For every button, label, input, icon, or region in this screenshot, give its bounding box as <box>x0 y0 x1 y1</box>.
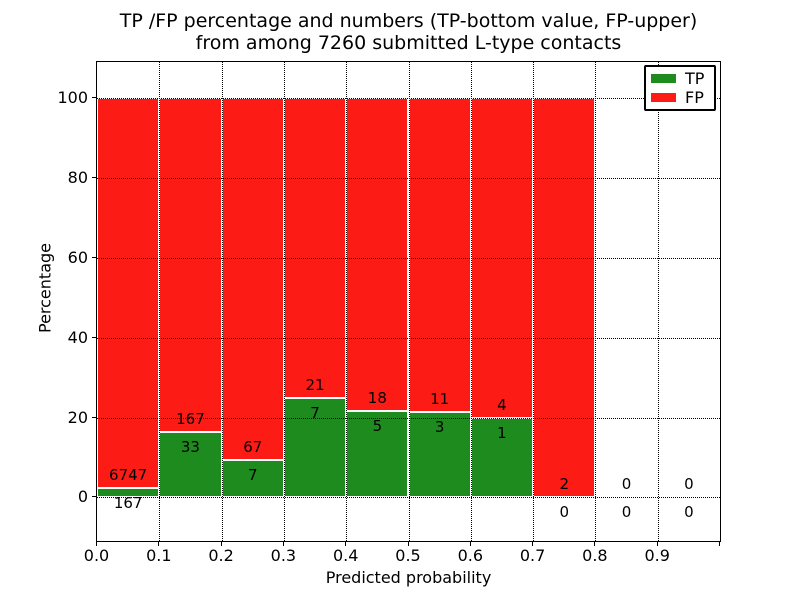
legend-entry-tp: TP <box>651 68 709 88</box>
tp-count-label-9: 0 <box>684 503 694 522</box>
tp-count-label-7: 0 <box>559 503 570 522</box>
bar-segment-fp-1 <box>159 98 222 432</box>
tp-count-label-4: 5 <box>372 416 383 435</box>
y-tick-label-100: 100 <box>57 88 88 108</box>
tp-count-label-3: 7 <box>310 403 320 422</box>
fp-count-label-9: 0 <box>684 475 694 494</box>
x-tick-label-0.7: 0.7 <box>519 546 546 565</box>
x-tick-label-0.5: 0.5 <box>395 546 421 565</box>
y-tick-mark-80 <box>92 177 96 179</box>
y-tick-label-80: 80 <box>67 168 88 188</box>
plot-area: 6747 167 167 33 67 7 21 7 18 5 11 3 4 1 2 0 0 0 0 0 <box>96 61 721 542</box>
tp-count-label-8: 0 <box>621 503 632 522</box>
fp-count-label-0: 6747 <box>109 465 148 484</box>
x-tick-mark-0.6 <box>469 542 471 546</box>
x-tick-label-0.4: 0.4 <box>332 546 359 565</box>
x-tick-mark-0.4 <box>345 542 347 546</box>
gridline-vertical-0.8 <box>595 62 597 541</box>
x-tick-mark-0.5 <box>407 542 409 546</box>
bar-segment-fp-7 <box>533 98 596 498</box>
fp-color-swatch <box>651 93 676 102</box>
fp-count-label-2: 67 <box>243 437 263 456</box>
x-tick-label-0.3: 0.3 <box>270 546 297 565</box>
gridline-vertical-0.9 <box>657 62 659 541</box>
fp-count-label-6: 4 <box>497 395 507 414</box>
tp-count-label-2: 7 <box>247 465 258 484</box>
gridline-vertical-0.3 <box>283 62 285 541</box>
bar-segment-fp-6 <box>470 98 534 418</box>
x-tick-label-0.0: 0.0 <box>83 546 110 565</box>
x-tick-label-0.8: 0.8 <box>582 546 608 565</box>
bar-segment-tp-2 <box>221 459 284 498</box>
tp-count-label-6: 1 <box>497 423 507 442</box>
chart-title-line-1: TP /FP percentage and numbers (TP-bottom… <box>119 10 698 32</box>
y-tick-mark-0 <box>92 496 96 498</box>
bar-segment-fp-0 <box>97 98 160 488</box>
y-tick-label-60: 60 <box>67 247 88 267</box>
gridline-vertical-0.2 <box>221 62 223 541</box>
gridline-vertical-0.4 <box>346 62 348 541</box>
bar-segment-tp-0 <box>97 487 160 498</box>
bar-segment-fp-3 <box>283 98 347 398</box>
fp-count-label-1: 167 <box>176 409 205 428</box>
fp-count-label-4: 18 <box>367 388 387 407</box>
gridline-vertical-0.7 <box>533 62 535 541</box>
x-tick-mark-0.7 <box>532 542 534 546</box>
bar-segment-tp-4 <box>346 410 409 498</box>
fp-count-label-5: 11 <box>430 389 450 408</box>
gridline-vertical-0.6 <box>470 62 472 541</box>
legend-label-fp: FP <box>685 87 704 107</box>
bar-segment-fp-4 <box>346 98 409 411</box>
x-tick-mark-1.0 <box>719 542 720 546</box>
y-tick-mark-20 <box>92 416 96 418</box>
y-tick-label-20: 20 <box>67 407 88 427</box>
fp-count-label-8: 0 <box>621 475 632 494</box>
x-tick-mark-0.9 <box>656 542 658 546</box>
bar-segment-fp-5 <box>408 98 471 412</box>
x-tick-mark-0.3 <box>282 542 284 546</box>
x-tick-mark-0.2 <box>220 542 222 546</box>
y-tick-mark-60 <box>92 256 96 258</box>
legend-entry-fp: FP <box>651 87 709 107</box>
y-tick-label-40: 40 <box>67 327 88 347</box>
fp-count-label-3: 21 <box>305 375 325 394</box>
x-tick-label-0.9: 0.9 <box>644 546 670 565</box>
gridline-vertical-0.5 <box>408 62 410 541</box>
x-tick-label-0.2: 0.2 <box>208 546 234 565</box>
chart-title: TP /FP percentage and numbers (TP-bottom… <box>96 10 721 54</box>
tp-count-label-1: 33 <box>180 437 200 456</box>
y-tick-mark-40 <box>92 336 96 338</box>
tp-count-label-5: 3 <box>434 417 445 436</box>
tp-count-label-0: 167 <box>113 493 143 512</box>
x-tick-label-0.1: 0.1 <box>146 546 172 565</box>
bar-segment-tp-3 <box>283 397 347 498</box>
x-tick-mark-0.1 <box>158 542 160 546</box>
fp-count-label-7: 2 <box>559 475 570 494</box>
x-tick-label-0.6: 0.6 <box>457 546 484 565</box>
x-tick-mark-0.8 <box>594 542 596 546</box>
chart-title-line-2: from among 7260 submitted L-type contact… <box>195 32 622 54</box>
x-axis-label: Predicted probability <box>325 568 492 587</box>
tp-color-swatch <box>651 74 676 83</box>
y-tick-mark-100 <box>92 97 96 99</box>
gridline-vertical-0.1 <box>159 62 161 541</box>
legend-label-tp: TP <box>685 68 705 88</box>
y-tick-label-0: 0 <box>77 487 88 507</box>
x-tick-mark-0.0 <box>96 542 97 546</box>
legend: TP FP <box>644 65 716 111</box>
